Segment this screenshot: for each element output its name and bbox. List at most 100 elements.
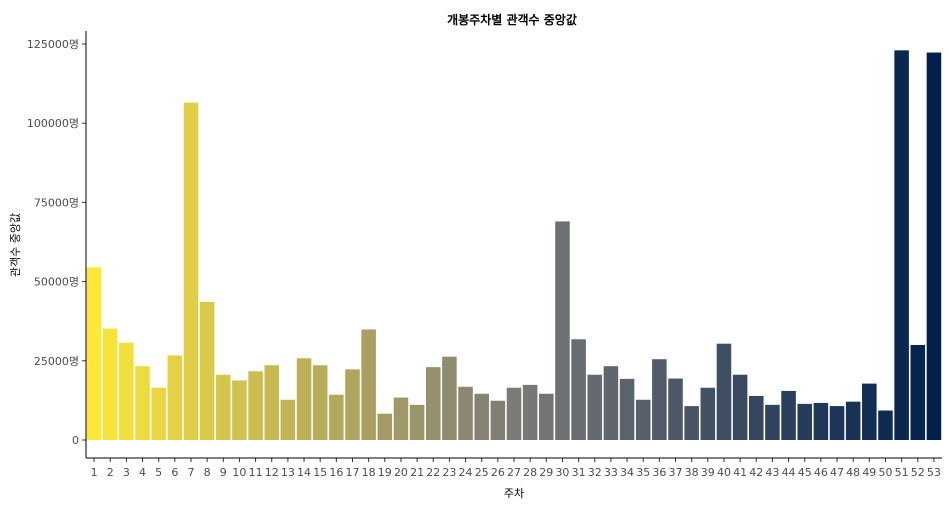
- x-tick-label: 19: [378, 466, 392, 479]
- x-tick-label: 47: [830, 466, 844, 479]
- bar-week-18: [361, 329, 376, 440]
- bar-week-44: [781, 390, 796, 440]
- bar-week-41: [732, 374, 748, 440]
- x-tick-label: 5: [155, 466, 162, 479]
- x-tick-label: 6: [171, 466, 178, 479]
- bar-week-16: [329, 394, 344, 440]
- x-tick-label: 12: [265, 466, 279, 479]
- bar-week-5: [151, 387, 166, 440]
- y-tick-label: 75000명: [34, 196, 79, 209]
- x-tick-label: 23: [442, 466, 456, 479]
- x-tick-label: 3: [123, 466, 130, 479]
- bar-week-33: [603, 366, 619, 440]
- bar-week-38: [684, 406, 699, 440]
- y-tick-label: 0: [72, 434, 79, 447]
- chart-title: 개봉주차별 관객수 중앙값: [447, 12, 577, 27]
- bar-week-30: [555, 221, 570, 440]
- bar-week-43: [765, 404, 780, 440]
- x-tick-label: 41: [733, 466, 747, 479]
- x-tick-label: 17: [345, 466, 359, 479]
- bar-week-1: [86, 267, 102, 440]
- bar-week-51: [894, 50, 909, 441]
- x-tick-label: 53: [927, 466, 941, 479]
- bar-week-48: [845, 401, 861, 440]
- x-tick-label: 27: [507, 466, 521, 479]
- x-tick-label: 7: [187, 466, 194, 479]
- y-axis: 0 25000명 50000명 75000명 100000명 125000명: [27, 38, 86, 447]
- x-tick-label: 10: [232, 466, 246, 479]
- bar-week-34: [619, 378, 635, 440]
- bar-week-39: [700, 387, 716, 440]
- bar-week-32: [587, 374, 603, 440]
- bar-week-8: [199, 301, 215, 440]
- bar-week-9: [216, 374, 231, 440]
- bar-week-46: [813, 402, 829, 440]
- bars-group: [86, 50, 942, 441]
- y-tick-label: 100000명: [27, 117, 79, 130]
- x-tick-label: 48: [846, 466, 860, 479]
- bar-week-45: [797, 403, 812, 440]
- bar-week-24: [458, 386, 473, 440]
- x-tick-label: 26: [491, 466, 505, 479]
- x-tick-label: 35: [636, 466, 650, 479]
- y-tick-label: 50000명: [34, 276, 79, 289]
- bar-week-6: [167, 355, 183, 440]
- bar-week-14: [296, 358, 312, 440]
- bar-week-13: [280, 399, 296, 440]
- x-tick-label: 24: [459, 466, 473, 479]
- x-tick-label: 22: [426, 466, 440, 479]
- x-tick-label: 33: [604, 466, 618, 479]
- bar-week-47: [829, 406, 845, 440]
- x-tick-label: 13: [281, 466, 295, 479]
- bar-week-23: [442, 356, 457, 440]
- x-tick-label: 11: [249, 466, 263, 479]
- x-tick-label: 50: [878, 466, 892, 479]
- bar-week-40: [716, 343, 732, 440]
- x-tick-label: 9: [220, 466, 227, 479]
- x-tick-label: 32: [588, 466, 602, 479]
- x-tick-label: 51: [895, 466, 909, 479]
- x-tick-label: 52: [911, 466, 925, 479]
- x-tick-label: 21: [410, 466, 424, 479]
- bar-week-19: [377, 413, 393, 440]
- y-axis-label: 관객수 중앙값: [9, 213, 22, 277]
- x-axis: 1 2 3 4 5 6 7 8 9 10 11 12 13 14 15 16 17 18 19 20 21 22 23 24 2…: [91, 458, 941, 479]
- y-tick-label: 25000명: [34, 355, 79, 368]
- x-tick-label: 4: [139, 466, 146, 479]
- bar-week-15: [312, 365, 328, 440]
- x-tick-label: 18: [362, 466, 376, 479]
- bar-week-27: [506, 387, 522, 440]
- bar-week-31: [571, 339, 586, 440]
- x-tick-label: 2: [107, 466, 114, 479]
- bar-week-53: [926, 52, 942, 441]
- bar-week-36: [652, 359, 667, 440]
- x-tick-label: 29: [539, 466, 553, 479]
- x-tick-label: 8: [204, 466, 211, 479]
- bar-week-35: [635, 399, 651, 440]
- bar-week-49: [862, 383, 877, 440]
- x-tick-label: 34: [620, 466, 634, 479]
- bar-week-20: [393, 397, 409, 440]
- x-tick-label: 20: [394, 466, 408, 479]
- bar-week-10: [232, 380, 247, 440]
- x-tick-label: 28: [523, 466, 537, 479]
- x-tick-label: 46: [814, 466, 828, 479]
- x-tick-label: 31: [572, 466, 586, 479]
- x-tick-label: 40: [717, 466, 731, 479]
- bar-week-26: [490, 400, 506, 440]
- bar-week-50: [878, 410, 893, 440]
- x-tick-label: 30: [555, 466, 569, 479]
- x-tick-label: 44: [782, 466, 796, 479]
- bar-week-37: [668, 378, 683, 440]
- x-tick-label: 43: [765, 466, 779, 479]
- x-tick-label: 15: [313, 466, 327, 479]
- x-tick-label: 49: [862, 466, 876, 479]
- bar-week-22: [425, 367, 441, 440]
- bar-week-42: [749, 395, 764, 440]
- x-axis-label: 주차: [504, 487, 524, 500]
- x-tick-label: 38: [685, 466, 699, 479]
- y-tick-label: 125000명: [27, 38, 79, 51]
- bar-week-21: [409, 404, 425, 440]
- x-tick-label: 42: [749, 466, 763, 479]
